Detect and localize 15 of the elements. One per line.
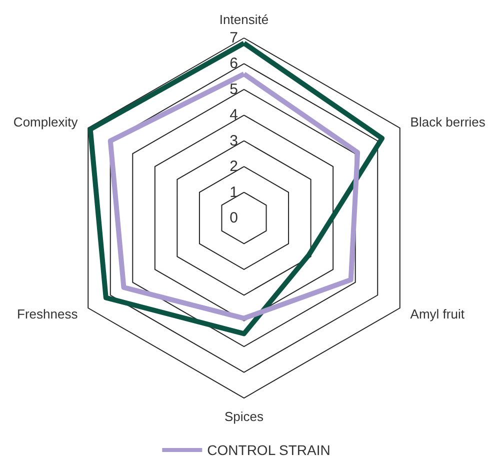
spoke-label: Black berries [410,114,486,130]
y-tick-label: 1 [230,184,238,201]
spoke-label: Intensité [219,12,269,27]
y-tick-label: 7 [230,30,238,46]
spoke-label: Complexity [13,114,78,130]
y-tick-label: 6 [230,55,238,72]
spoke-label: Amyl fruit [410,306,465,322]
spoke-label: Spices [224,409,264,424]
y-tick-label: 5 [230,80,238,98]
legend-label: CONTROL STRAIN [207,442,330,458]
y-tick-label: 2 [230,158,238,176]
y-tick-label: 4 [230,106,238,124]
y-tick-label: 3 [230,132,238,150]
spoke-label: Freshness [17,306,78,322]
y-tick-label: 0 [230,210,238,226]
